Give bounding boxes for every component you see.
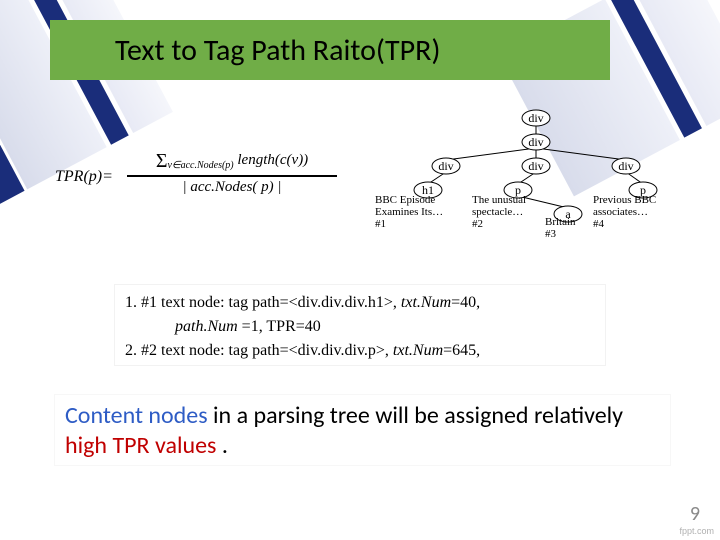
svg-text:Previous BBC: Previous BBC (593, 194, 656, 206)
example-line-2: path.Num =1, TPR=40 (125, 315, 595, 339)
svg-text:The unusual: The unusual (472, 194, 526, 206)
example-1-post: =40, (451, 294, 480, 311)
svg-text:#3: #3 (545, 228, 557, 240)
example-1-pre: 1. #1 text node: tag path=<div.div.div.h… (125, 294, 401, 311)
svg-text:associates…: associates… (593, 206, 648, 218)
svg-text:#4: #4 (593, 218, 605, 230)
svg-text:spectacle…: spectacle… (472, 206, 523, 218)
svg-text:Britain: Britain (545, 216, 576, 228)
svg-text:div: div (528, 111, 543, 125)
summary-mid: in a parsing tree will be assigned relat… (208, 401, 623, 430)
example-3-italic: txt.Num (393, 342, 443, 359)
formula-lhs: TPR(p)= (55, 168, 113, 186)
svg-text:Examines Its…: Examines Its… (375, 206, 443, 218)
svg-text:div: div (618, 159, 633, 173)
example-1-italic: txt.Num (401, 294, 451, 311)
formula-fraction-bar (127, 175, 337, 177)
page-number: 9 (690, 502, 700, 526)
formula-num-rest: length(c(v)) (237, 152, 308, 168)
example-3-pre: 2. #2 text node: tag path=<div.div.div.p… (125, 342, 393, 359)
svg-text:BBC Episode: BBC Episode (375, 194, 435, 206)
slide-title: Text to Tag Path Raito(TPR) (115, 32, 441, 69)
example-3-post: =645, (443, 342, 480, 359)
summary-red: high TPR values (65, 431, 216, 460)
formula-sigma: Σ (156, 150, 168, 172)
summary-end: . (216, 431, 227, 460)
example-line-1: 1. #1 text node: tag path=<div.div.div.h… (125, 291, 595, 315)
summary-box: Content nodes in a parsing tree will be … (55, 395, 670, 465)
slide-title-bar: Text to Tag Path Raito(TPR) (50, 20, 610, 80)
examples-box: 1. #1 text node: tag path=<div.div.div.h… (115, 285, 605, 365)
summary-blue: Content nodes (65, 401, 208, 430)
example-2-italic: path.Num (175, 318, 238, 335)
svg-text:#1: #1 (375, 218, 386, 230)
svg-text:div: div (528, 135, 543, 149)
footer-brand: fppt.com (679, 526, 714, 536)
dom-tree-diagram: divdivdivdivdivh1 p p a BBC EpisodeExami… (375, 105, 675, 260)
example-2-post: =1, TPR=40 (238, 318, 321, 335)
tpr-formula: TPR(p)= Σv∈acc.Nodes(p) length(c(v)) | a… (55, 150, 355, 210)
formula-denominator: | acc.Nodes( p) | (182, 179, 281, 196)
svg-text:div: div (438, 159, 453, 173)
svg-text:div: div (528, 159, 543, 173)
example-line-3: 2. #2 text node: tag path=<div.div.div.p… (125, 339, 595, 363)
formula-sigma-sub: v∈acc.Nodes(p) (167, 160, 233, 171)
svg-text:#2: #2 (472, 218, 483, 230)
